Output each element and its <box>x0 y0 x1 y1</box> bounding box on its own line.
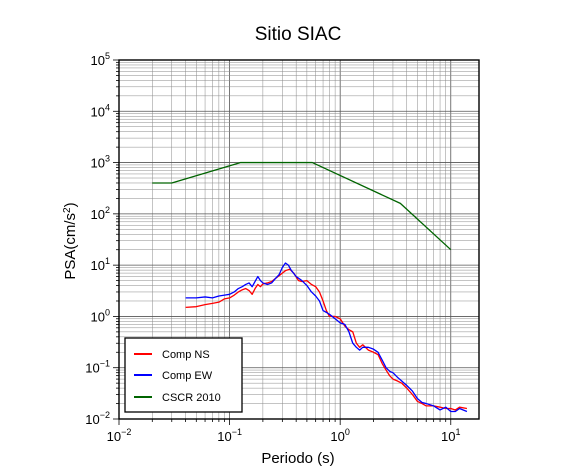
x-tick-label: 100 <box>330 427 349 444</box>
y-tick-label: 104 <box>91 102 110 119</box>
plot-frame <box>118 59 480 420</box>
y-tick-label: 105 <box>91 51 110 68</box>
series-lines <box>152 161 468 413</box>
y-tick-labels: 10−2 10−1 100 101 102 103 104 105 <box>85 51 110 427</box>
legend: Comp NS Comp EW CSCR 2010 <box>124 337 243 413</box>
legend-label-comp-ns: Comp NS <box>162 349 210 361</box>
legend-label-comp-ew: Comp EW <box>162 370 213 382</box>
y-axis-title: PSA(cm/s2) <box>62 202 80 279</box>
legend-label-cscr-2010: CSCR 2010 <box>162 392 221 404</box>
x-axis-title: Periodo (s) <box>261 450 334 467</box>
grid <box>118 59 479 420</box>
y-tick-label: 10−2 <box>85 410 110 427</box>
y-tick-label: 103 <box>91 154 110 171</box>
series-line-cscr-2010 <box>152 161 452 251</box>
y-tick-label: 100 <box>91 307 110 324</box>
chart-title: Sitio SIAC <box>255 24 342 45</box>
y-tick-label: 101 <box>91 256 110 273</box>
series-line-comp-ns <box>185 268 468 411</box>
x-tick-label: 10−2 <box>107 427 132 444</box>
y-tick-label: 10−1 <box>85 359 110 376</box>
axis-ticks <box>113 59 452 425</box>
y-tick-label: 102 <box>91 205 110 222</box>
x-tick-label: 10−1 <box>217 427 242 444</box>
series-line-comp-ew <box>185 262 468 413</box>
x-tick-label: 101 <box>441 427 460 444</box>
x-tick-labels: 10−2 10−1 100 101 <box>107 427 461 444</box>
